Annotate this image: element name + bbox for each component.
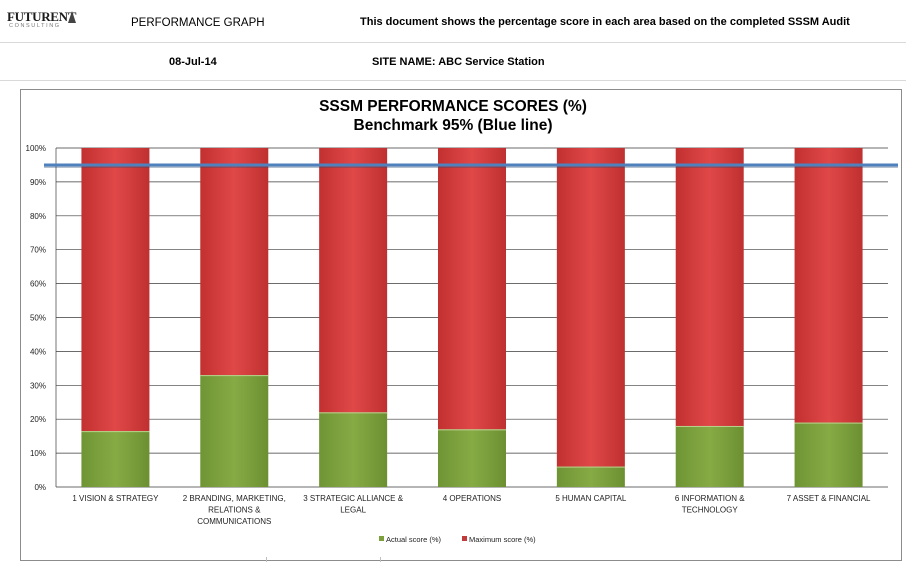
sheet-tab-divider xyxy=(266,557,267,562)
x-tick-label: COMMUNICATIONS xyxy=(197,517,271,526)
x-tick-label: LEGAL xyxy=(340,506,366,515)
bar-actual-score xyxy=(319,412,388,487)
y-tick-label: 60% xyxy=(30,280,46,289)
bar-maximum-score xyxy=(81,148,150,432)
header-divider xyxy=(0,42,906,43)
logo-text: FUTURENT xyxy=(7,9,77,24)
bar-actual-score xyxy=(794,422,863,487)
y-tick-label: 20% xyxy=(30,415,46,424)
logo-subtext: CONSULTING xyxy=(9,23,61,29)
x-tick-label: TECHNOLOGY xyxy=(682,506,739,515)
y-tick-label: 0% xyxy=(34,483,46,492)
sheet-tab-divider xyxy=(380,557,381,562)
y-tick-label: 70% xyxy=(30,246,46,255)
legend-item-maximum-label: Maximum score (%) xyxy=(469,535,536,544)
x-tick-label: 7 ASSET & FINANCIAL xyxy=(787,494,871,503)
legend-item-actual-swatch xyxy=(379,536,384,541)
y-tick-label: 50% xyxy=(30,314,46,323)
y-tick-label: 40% xyxy=(30,347,46,356)
y-tick-label: 10% xyxy=(30,449,46,458)
site-name: SITE NAME: ABC Service Station xyxy=(372,56,545,68)
bar-maximum-score xyxy=(675,148,744,426)
x-tick-label: 2 BRANDING, MARKETING, xyxy=(183,494,286,503)
logo-mark-icon xyxy=(68,11,76,23)
x-tick-label: 1 VISION & STRATEGY xyxy=(72,494,159,503)
chart-subtitle: Benchmark 95% (Blue line) xyxy=(353,117,553,134)
legend-item-maximum-swatch xyxy=(462,536,467,541)
bar-actual-score xyxy=(200,375,269,487)
y-tick-label: 100% xyxy=(26,144,46,153)
bar-maximum-score xyxy=(556,148,625,467)
x-tick-label: RELATIONS & xyxy=(208,506,261,515)
bar-actual-score xyxy=(81,431,150,487)
header-divider-2 xyxy=(0,80,906,81)
bar-maximum-score xyxy=(794,148,863,423)
y-tick-label: 30% xyxy=(30,381,46,390)
legend-item-actual-label: Actual score (%) xyxy=(386,535,442,544)
chart-title: SSSM PERFORMANCE SCORES (%) xyxy=(319,98,587,115)
company-logo: FUTURENT CONSULTING xyxy=(7,10,77,34)
x-tick-label: 3 STRATEGIC ALLIANCE & xyxy=(303,494,404,503)
bar-actual-score xyxy=(675,425,744,487)
x-tick-label: 4 OPERATIONS xyxy=(443,494,502,503)
bar-maximum-score xyxy=(319,148,388,413)
page-label: PERFORMANCE GRAPH xyxy=(131,17,265,29)
x-tick-label: 5 HUMAN CAPITAL xyxy=(555,494,627,503)
bar-maximum-score xyxy=(438,148,506,430)
bar-actual-score xyxy=(438,429,506,487)
document-description: This document shows the percentage score… xyxy=(360,16,850,28)
y-tick-label: 80% xyxy=(30,212,46,221)
x-tick-label: 6 INFORMATION & xyxy=(675,494,745,503)
bar-actual-score xyxy=(556,466,625,487)
y-tick-label: 90% xyxy=(30,178,46,187)
bar-maximum-score xyxy=(200,148,269,376)
report-date: 08-Jul-14 xyxy=(169,56,217,68)
